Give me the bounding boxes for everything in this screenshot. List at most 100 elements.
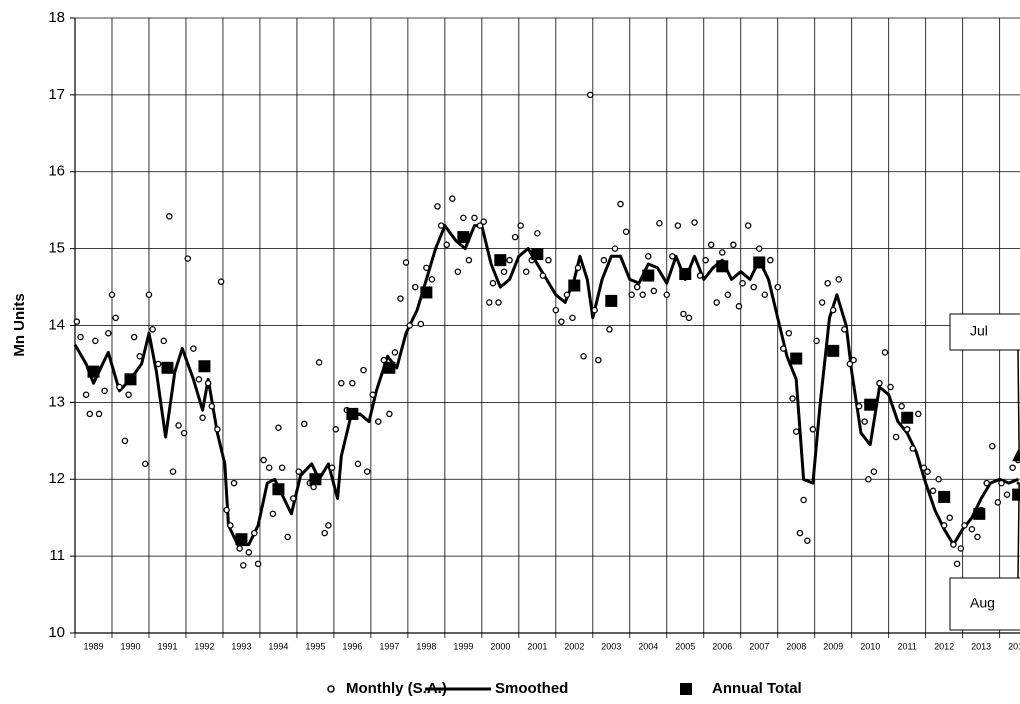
circle-marker xyxy=(785,329,793,337)
circle-marker xyxy=(391,349,399,356)
square-marker xyxy=(790,352,803,365)
circle-marker xyxy=(639,291,646,298)
annotation-box xyxy=(949,577,1020,631)
x-tick-label: 2010 xyxy=(860,641,880,651)
square-marker xyxy=(383,361,396,374)
x-tick-label: 2007 xyxy=(749,641,769,651)
circle-marker xyxy=(696,272,704,279)
circle-marker xyxy=(437,222,445,229)
circle-marker xyxy=(112,314,119,322)
square-marker xyxy=(973,507,986,520)
circle-marker xyxy=(454,268,462,275)
circle-marker xyxy=(101,387,108,395)
circle-marker xyxy=(968,525,976,533)
circle-marker xyxy=(957,545,965,552)
circle-marker xyxy=(600,256,608,264)
circle-marker xyxy=(166,213,173,220)
circle-marker xyxy=(881,349,889,356)
circle-marker xyxy=(606,326,613,333)
circle-marker xyxy=(82,391,90,398)
circle-marker xyxy=(240,562,247,569)
x-tick-label: 2009 xyxy=(823,641,843,651)
circle-marker xyxy=(929,487,937,495)
circle-marker xyxy=(707,241,715,249)
circle-marker xyxy=(92,337,99,345)
circle-marker xyxy=(617,200,624,208)
circle-marker xyxy=(251,529,258,537)
circle-marker xyxy=(861,418,868,425)
square-marker xyxy=(198,360,211,373)
circle-marker xyxy=(121,437,129,445)
circle-marker xyxy=(145,291,153,298)
circle-marker xyxy=(824,279,831,287)
circle-marker xyxy=(517,222,524,229)
circle-marker xyxy=(275,424,282,431)
circle-marker xyxy=(552,306,560,314)
y-tick-label: 10 xyxy=(48,624,65,641)
circle-marker xyxy=(903,426,911,433)
circle-marker xyxy=(744,222,752,229)
circle-marker xyxy=(998,479,1005,487)
circle-marker xyxy=(338,379,345,387)
circle-marker xyxy=(876,379,883,387)
circle-marker xyxy=(674,222,682,229)
circle-marker xyxy=(841,326,848,333)
circle-marker xyxy=(650,287,658,295)
circle-marker xyxy=(574,264,582,272)
circle-marker xyxy=(443,241,450,249)
circle-marker xyxy=(994,499,1002,506)
circle-marker xyxy=(284,533,291,541)
circle-marker xyxy=(495,299,502,306)
circle-marker xyxy=(961,522,968,529)
square-marker xyxy=(938,490,951,503)
circle-marker xyxy=(920,464,928,471)
circle-marker xyxy=(622,228,630,235)
circle-marker xyxy=(633,283,641,291)
circle-marker xyxy=(792,428,800,435)
annotation-arrow xyxy=(1017,349,1020,457)
circle-marker xyxy=(569,314,576,322)
circle-marker xyxy=(780,345,787,352)
circle-marker xyxy=(402,259,410,266)
x-tick-label: 2008 xyxy=(786,641,806,651)
legend-square xyxy=(680,683,692,695)
circle-marker xyxy=(563,291,571,298)
circle-marker xyxy=(116,383,123,391)
square-marker xyxy=(420,286,433,299)
circle-marker xyxy=(663,291,671,298)
circle-marker xyxy=(580,352,587,360)
circle-marker xyxy=(522,268,530,275)
x-tick-label: 2000 xyxy=(490,641,510,651)
circle-marker xyxy=(160,337,168,345)
annotation-text: Jul xyxy=(970,323,988,339)
circle-marker xyxy=(774,283,781,291)
circle-marker xyxy=(865,475,872,483)
y-tick-label: 17 xyxy=(48,86,65,103)
circle-marker xyxy=(829,306,837,314)
circle-marker xyxy=(465,256,473,264)
y-tick-label: 13 xyxy=(48,393,65,410)
x-tick-label: 2004 xyxy=(638,641,658,651)
circle-marker xyxy=(591,306,598,314)
circle-marker xyxy=(809,426,817,433)
circle-marker xyxy=(434,203,441,210)
x-tick-label: 1996 xyxy=(342,641,362,651)
circle-marker xyxy=(500,268,508,275)
circle-marker xyxy=(691,219,698,226)
circle-marker xyxy=(154,360,162,368)
circle-marker xyxy=(260,456,267,464)
x-tick-label: 2006 xyxy=(712,641,732,651)
circle-marker xyxy=(628,291,635,298)
circle-marker xyxy=(935,475,942,483)
circle-marker xyxy=(349,379,356,387)
circle-marker xyxy=(534,229,541,237)
x-tick-label: 1990 xyxy=(120,641,140,651)
x-tick-label: 2005 xyxy=(675,641,695,651)
square-marker xyxy=(346,407,359,420)
circle-marker xyxy=(108,291,116,298)
x-tick-label: 1999 xyxy=(453,641,473,651)
circle-marker xyxy=(702,256,709,264)
circle-marker xyxy=(506,256,513,264)
circle-marker xyxy=(125,391,132,398)
